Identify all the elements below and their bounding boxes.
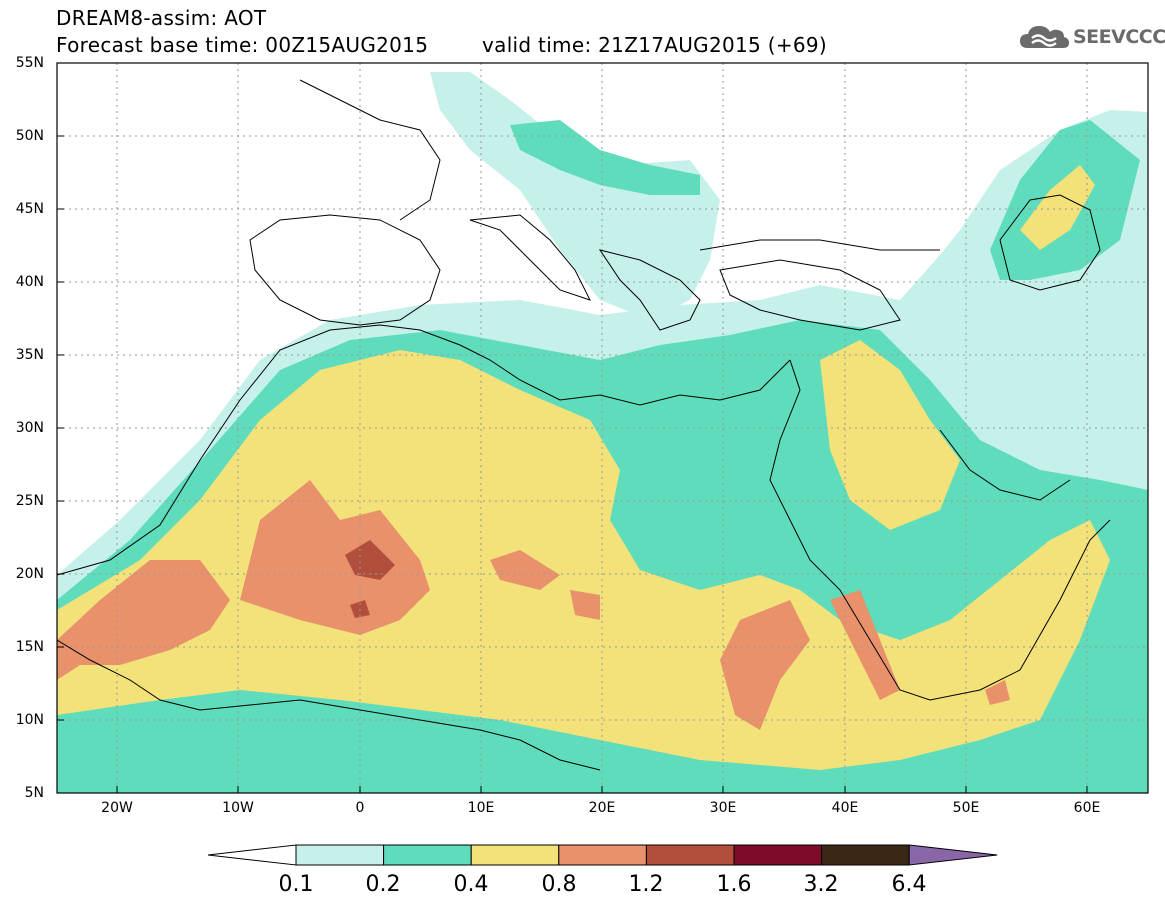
colorbar-swatch [645, 844, 735, 866]
lat-label-15n: 15N [15, 639, 44, 655]
axis-ticks [57, 135, 1088, 793]
lat-label-30n: 30N [15, 420, 44, 436]
aot-contour-0.8-yemen [985, 680, 1010, 705]
lat-label-35n: 35N [15, 347, 44, 363]
colorbar-swatch [470, 844, 560, 866]
colorbar-label: 3.2 [803, 872, 839, 897]
colorbar-label: 1.6 [716, 872, 752, 897]
colorbar-label: 0.4 [453, 872, 489, 897]
lon-label-30e: 30E [709, 800, 737, 816]
colorbar-label: 0.8 [541, 872, 577, 897]
aot-contour-0.4-arabia [820, 340, 960, 530]
colorbar-swatch [295, 844, 385, 866]
aot-contour-0.8-sahara [240, 480, 430, 635]
aot-contour-0.8-chad [570, 590, 600, 620]
valid-time: valid time: 21Z17AUG2015 (+69) [482, 33, 828, 57]
aot-contour-0.4-caspian [1020, 165, 1095, 250]
aot-contour-0.8-west [57, 560, 230, 680]
aot-contour-0.1-europe [430, 72, 720, 320]
lon-label-50e: 50E [952, 800, 980, 816]
colorbar-label: 0.1 [278, 872, 314, 897]
logo-text: SEEVCCC [1073, 26, 1165, 48]
lat-label-5n: 5N [24, 785, 44, 801]
map-title: DREAM8-assim: AOT [56, 6, 267, 30]
lon-label-10e: 10E [467, 800, 495, 816]
lat-label-20n: 20N [15, 566, 44, 582]
lon-label-60e: 60E [1073, 800, 1101, 816]
aot-contour-0.8-redsea [830, 590, 900, 700]
lon-label-20e: 20E [588, 800, 616, 816]
colorbar-swatch [821, 844, 910, 866]
forecast-base-time: Forecast base time: 00Z15AUG2015 [56, 33, 429, 57]
aot-contour-0.2-europe [510, 120, 700, 195]
colorbar-swatch [558, 844, 647, 866]
graticule [57, 63, 1148, 793]
lat-label-25n: 25N [15, 493, 44, 509]
colorbar-swatch [733, 844, 823, 866]
lat-label-55n: 55N [15, 55, 44, 71]
lon-label-10w: 10W [222, 800, 254, 816]
colorbar-swatch [383, 844, 472, 866]
aot-contour-0.8-sudan [720, 600, 810, 730]
lat-label-50n: 50N [15, 128, 44, 144]
seevccc-logo: SEEVCCC [1018, 22, 1165, 52]
colorbar-high-arrow [908, 844, 998, 866]
cloud-icon [1020, 26, 1069, 48]
aot-contour-0.4 [57, 350, 1110, 770]
colorbar-low-arrow [207, 844, 297, 866]
lat-label-10n: 10N [15, 712, 44, 728]
lat-label-40n: 40N [15, 274, 44, 290]
colorbar-label: 0.2 [365, 872, 401, 897]
aot-contour-0.8-mali [490, 550, 560, 590]
coastlines [57, 79, 1111, 771]
colorbar-label: 1.2 [628, 872, 664, 897]
lon-label-20w: 20W [101, 800, 133, 816]
colorbar-label: 6.4 [891, 872, 927, 897]
lon-label-40e: 40E [831, 800, 859, 816]
lat-label-45n: 45N [15, 201, 44, 217]
colorbar [207, 844, 998, 866]
aot-contour-1.2 [345, 540, 395, 580]
lon-label-0: 0 [355, 800, 365, 816]
